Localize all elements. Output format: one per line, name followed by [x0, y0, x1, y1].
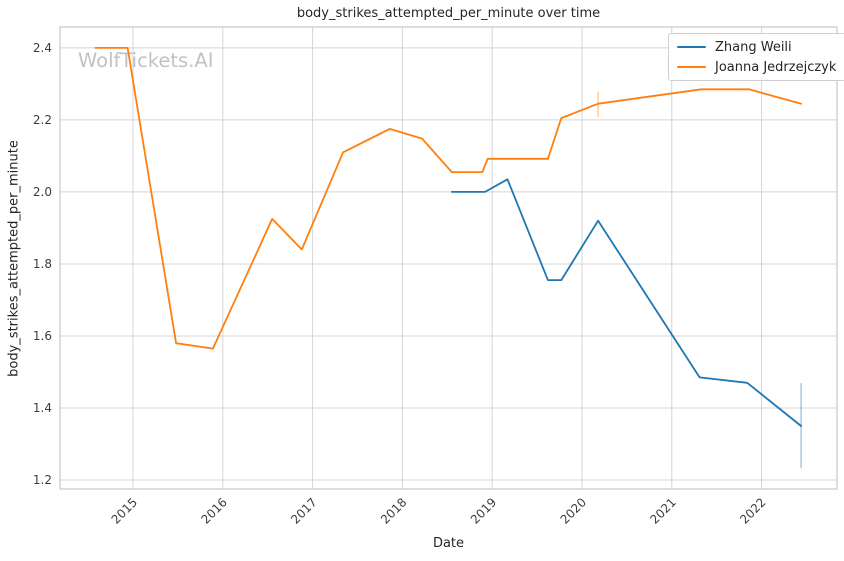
y-tick-label: 2.4: [33, 41, 52, 55]
series-line-0: [450, 178, 802, 427]
series-line-1: [94, 47, 802, 350]
y-tick-label: 2.0: [33, 185, 52, 199]
y-axis-label: body_strikes_attempted_per_minute: [6, 140, 22, 377]
tick-labels: 1.2 1.4 1.6 1.8 2.0 2.2 2.4 2015 2016 2017 2018 201…: [33, 41, 769, 527]
y-tick-label: 2.2: [33, 113, 52, 127]
y-tick-label: 1.4: [33, 401, 52, 415]
x-axis-label: Date: [432, 536, 465, 551]
y-tick-label: 1.6: [33, 329, 52, 343]
y-tick-label: 1.8: [33, 257, 52, 271]
watermark: WolfTickets.AI: [78, 49, 214, 72]
x-tick-label: 2019: [468, 495, 499, 526]
x-tick-label: 2017: [288, 495, 319, 526]
legend-label: Zhang Weili: [715, 39, 792, 55]
x-tick-label: 2022: [737, 495, 768, 526]
gridlines: [60, 27, 837, 489]
x-tick-label: 2015: [109, 495, 140, 526]
error-bars: [597, 91, 802, 469]
legend-entry-zhang-weili: Zhang Weili: [677, 39, 836, 55]
plot-border: [59, 26, 838, 490]
x-tick-label: 2016: [198, 495, 229, 526]
legend-line-swatch-orange: [677, 65, 706, 69]
y-tick-label: 1.2: [33, 473, 52, 487]
legend-entry-joanna-jedrzejczyk: Joanna Jedrzejczyk: [677, 59, 836, 75]
legend-label: Joanna Jedrzejczyk: [715, 59, 837, 75]
x-tick-label: 2020: [558, 495, 589, 526]
x-tick-label: 2018: [378, 495, 409, 526]
series-lines: [94, 47, 802, 427]
x-tick-label: 2021: [647, 495, 678, 526]
legend: Zhang Weili Joanna Jedrzejczyk: [668, 33, 844, 81]
legend-line-swatch-blue: [677, 45, 706, 49]
axes-spines: [59, 26, 838, 490]
chart-title: body_strikes_attempted_per_minute over t…: [296, 6, 601, 21]
